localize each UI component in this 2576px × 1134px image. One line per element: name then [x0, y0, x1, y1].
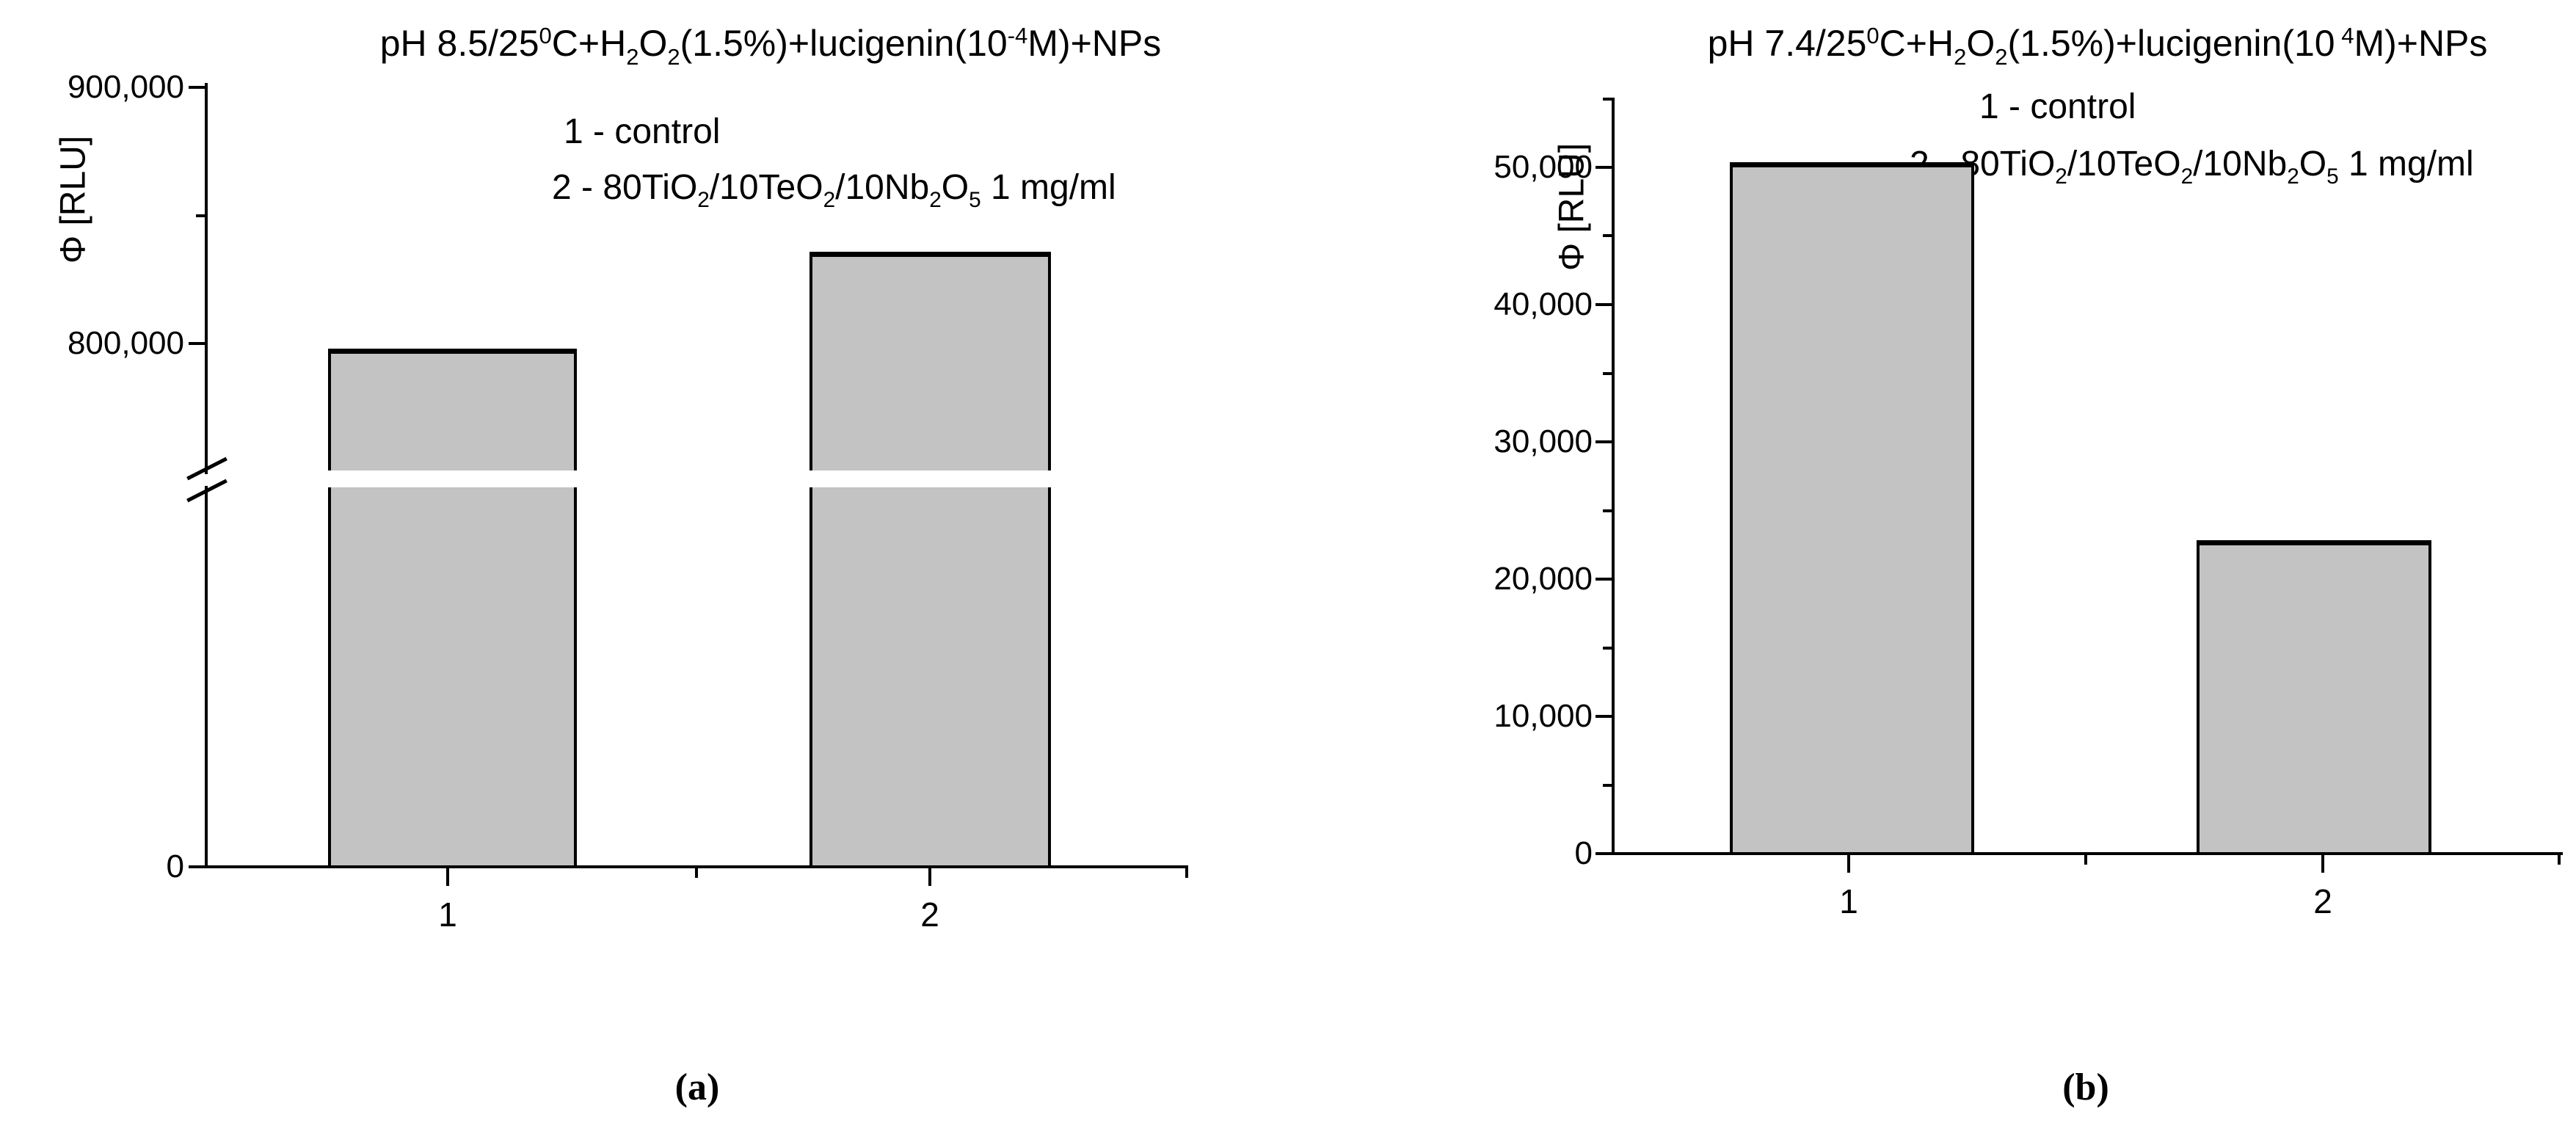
text-run: Φ [RLU] — [54, 135, 93, 264]
subscript-text: 2 — [2180, 164, 2194, 189]
x-tick-b-3 — [2558, 854, 2561, 865]
chart-b-title: pH 7.4/250C+H2O2(1.5%)+lucigenin(10 4M)+… — [1707, 22, 2488, 70]
chart-b-y-axis-line — [1612, 98, 1615, 855]
subscript-text: 2 — [1954, 43, 1967, 70]
subscript-text: 2 — [2055, 164, 2067, 189]
y-tick-label-a-0: 0 — [166, 848, 184, 884]
y-tick-label-a-800000: 800,000 — [67, 325, 184, 361]
text-run: /10TeO — [709, 168, 823, 207]
x-tick-label-b-2: 2 — [2313, 882, 2332, 920]
subscript-text: 2 — [929, 188, 942, 213]
chart-a-title: pH 8.5/250C+H2O2(1.5%)+lucigenin(10-4M)+… — [379, 22, 1162, 70]
text-run: /10Nb — [835, 168, 930, 207]
text-run: M)+NPs — [1027, 23, 1162, 64]
x-tick-b-2 — [2321, 854, 2324, 873]
text-run: 1 - control — [564, 112, 721, 151]
y-tick-b-35000 — [1603, 372, 1613, 375]
x-tick-a-0 — [446, 867, 449, 886]
text-run: O — [2299, 145, 2327, 183]
text-run: 1 mg/ml — [2338, 145, 2474, 183]
y-tick-b-20000 — [1596, 578, 1613, 581]
x-tick-label-a-1: 1 — [438, 895, 457, 934]
y-tick-b-30000 — [1596, 440, 1613, 443]
y-tick-b-5000 — [1603, 784, 1613, 787]
y-tick-b-40000 — [1596, 303, 1613, 306]
bar-a-2 — [809, 252, 1051, 868]
y-tick-b-55000 — [1603, 98, 1613, 101]
caption-a: (a) — [674, 1066, 720, 1108]
text-run: O — [941, 168, 969, 207]
text-run: /10Nb — [2193, 145, 2288, 183]
chart-a-legend-line-2: 2 - 80TiO2/10TeO2/10Nb2O5 1 mg/ml — [552, 167, 1116, 212]
subscript-text: 2 — [697, 188, 710, 213]
caption-b: (b) — [2062, 1066, 2109, 1108]
superscript-text: 4 — [2335, 22, 2354, 48]
text-run: O — [638, 23, 668, 64]
chart-a-legend-line-1: 1 - control — [564, 112, 720, 152]
y-tick-b-15000 — [1603, 647, 1613, 650]
bar-b-2 — [2197, 540, 2431, 855]
y-tick-label-b-10000: 10,000 — [1493, 698, 1593, 734]
x-tick-b-0 — [1847, 854, 1850, 873]
text-run: M)+NPs — [2354, 23, 2488, 64]
x-tick-a-2 — [928, 867, 931, 886]
subscript-text: 5 — [2326, 164, 2339, 189]
y-tick-a-850000 — [196, 214, 206, 217]
chart-b-legend-line-2: 2 - 80TiO2/10TeO2/10Nb2O5 1 mg/ml — [1910, 144, 2474, 189]
chart-a-axis-break-band — [320, 470, 1061, 487]
text-run: 1 - control — [1979, 87, 2136, 126]
text-run: C+H — [551, 23, 627, 64]
chart-a-axis-break-gap — [201, 474, 211, 486]
bar-b-1 — [1730, 162, 1974, 855]
text-run: C+H — [1879, 23, 1954, 64]
subscript-text: 2 — [626, 43, 639, 70]
y-tick-a-0 — [189, 865, 206, 868]
subscript-text: 2 — [667, 43, 680, 70]
y-tick-label-a-900000: 900,000 — [67, 69, 184, 105]
text-run: (1.5%)+lucigenin(10 — [680, 23, 1008, 64]
y-tick-label-b-50000: 50,000 — [1493, 149, 1593, 185]
text-run: pH 7.4/25 — [1707, 23, 1867, 64]
y-tick-label-b-30000: 30,000 — [1493, 424, 1593, 459]
text-run: (1.5%)+lucigenin(10 — [2007, 23, 2335, 64]
text-run: pH 8.5/25 — [379, 23, 539, 64]
chart-a-y-axis-label: Φ [RLU] — [54, 136, 94, 263]
y-tick-b-50000 — [1596, 166, 1613, 169]
text-run: 2 - 80TiO — [552, 168, 698, 207]
x-tick-label-b-1: 1 — [1839, 882, 1858, 920]
bar-a-1 — [328, 349, 577, 868]
text-run: 1 mg/ml — [980, 168, 1116, 207]
superscript-text: 0 — [1866, 22, 1880, 48]
subscript-text: 5 — [969, 188, 981, 213]
subscript-text: 2 — [2287, 164, 2299, 189]
y-tick-a-900000 — [189, 86, 206, 89]
subscript-text: 2 — [1995, 43, 2008, 70]
text-run: O — [1966, 23, 1995, 64]
x-tick-b-1 — [2084, 854, 2087, 865]
y-tick-a-800000 — [189, 342, 206, 345]
chart-b-legend-line-1: 1 - control — [1979, 87, 2136, 127]
y-tick-label-b-40000: 40,000 — [1493, 286, 1593, 322]
y-tick-b-45000 — [1603, 234, 1613, 237]
y-tick-b-0 — [1596, 852, 1613, 855]
superscript-text: 0 — [539, 22, 552, 48]
subscript-text: 2 — [823, 188, 836, 213]
y-tick-b-25000 — [1603, 509, 1613, 512]
x-tick-label-a-2: 2 — [920, 895, 939, 934]
y-tick-label-b-20000: 20,000 — [1493, 561, 1593, 597]
chart-b-x-axis-line — [1612, 852, 2563, 855]
y-tick-label-b-0: 0 — [1574, 835, 1593, 871]
y-tick-b-10000 — [1596, 715, 1613, 718]
x-tick-a-3 — [1185, 867, 1188, 878]
text-run: /10TeO — [2067, 145, 2181, 183]
superscript-text: -4 — [1007, 22, 1028, 48]
x-tick-a-1 — [695, 867, 698, 878]
